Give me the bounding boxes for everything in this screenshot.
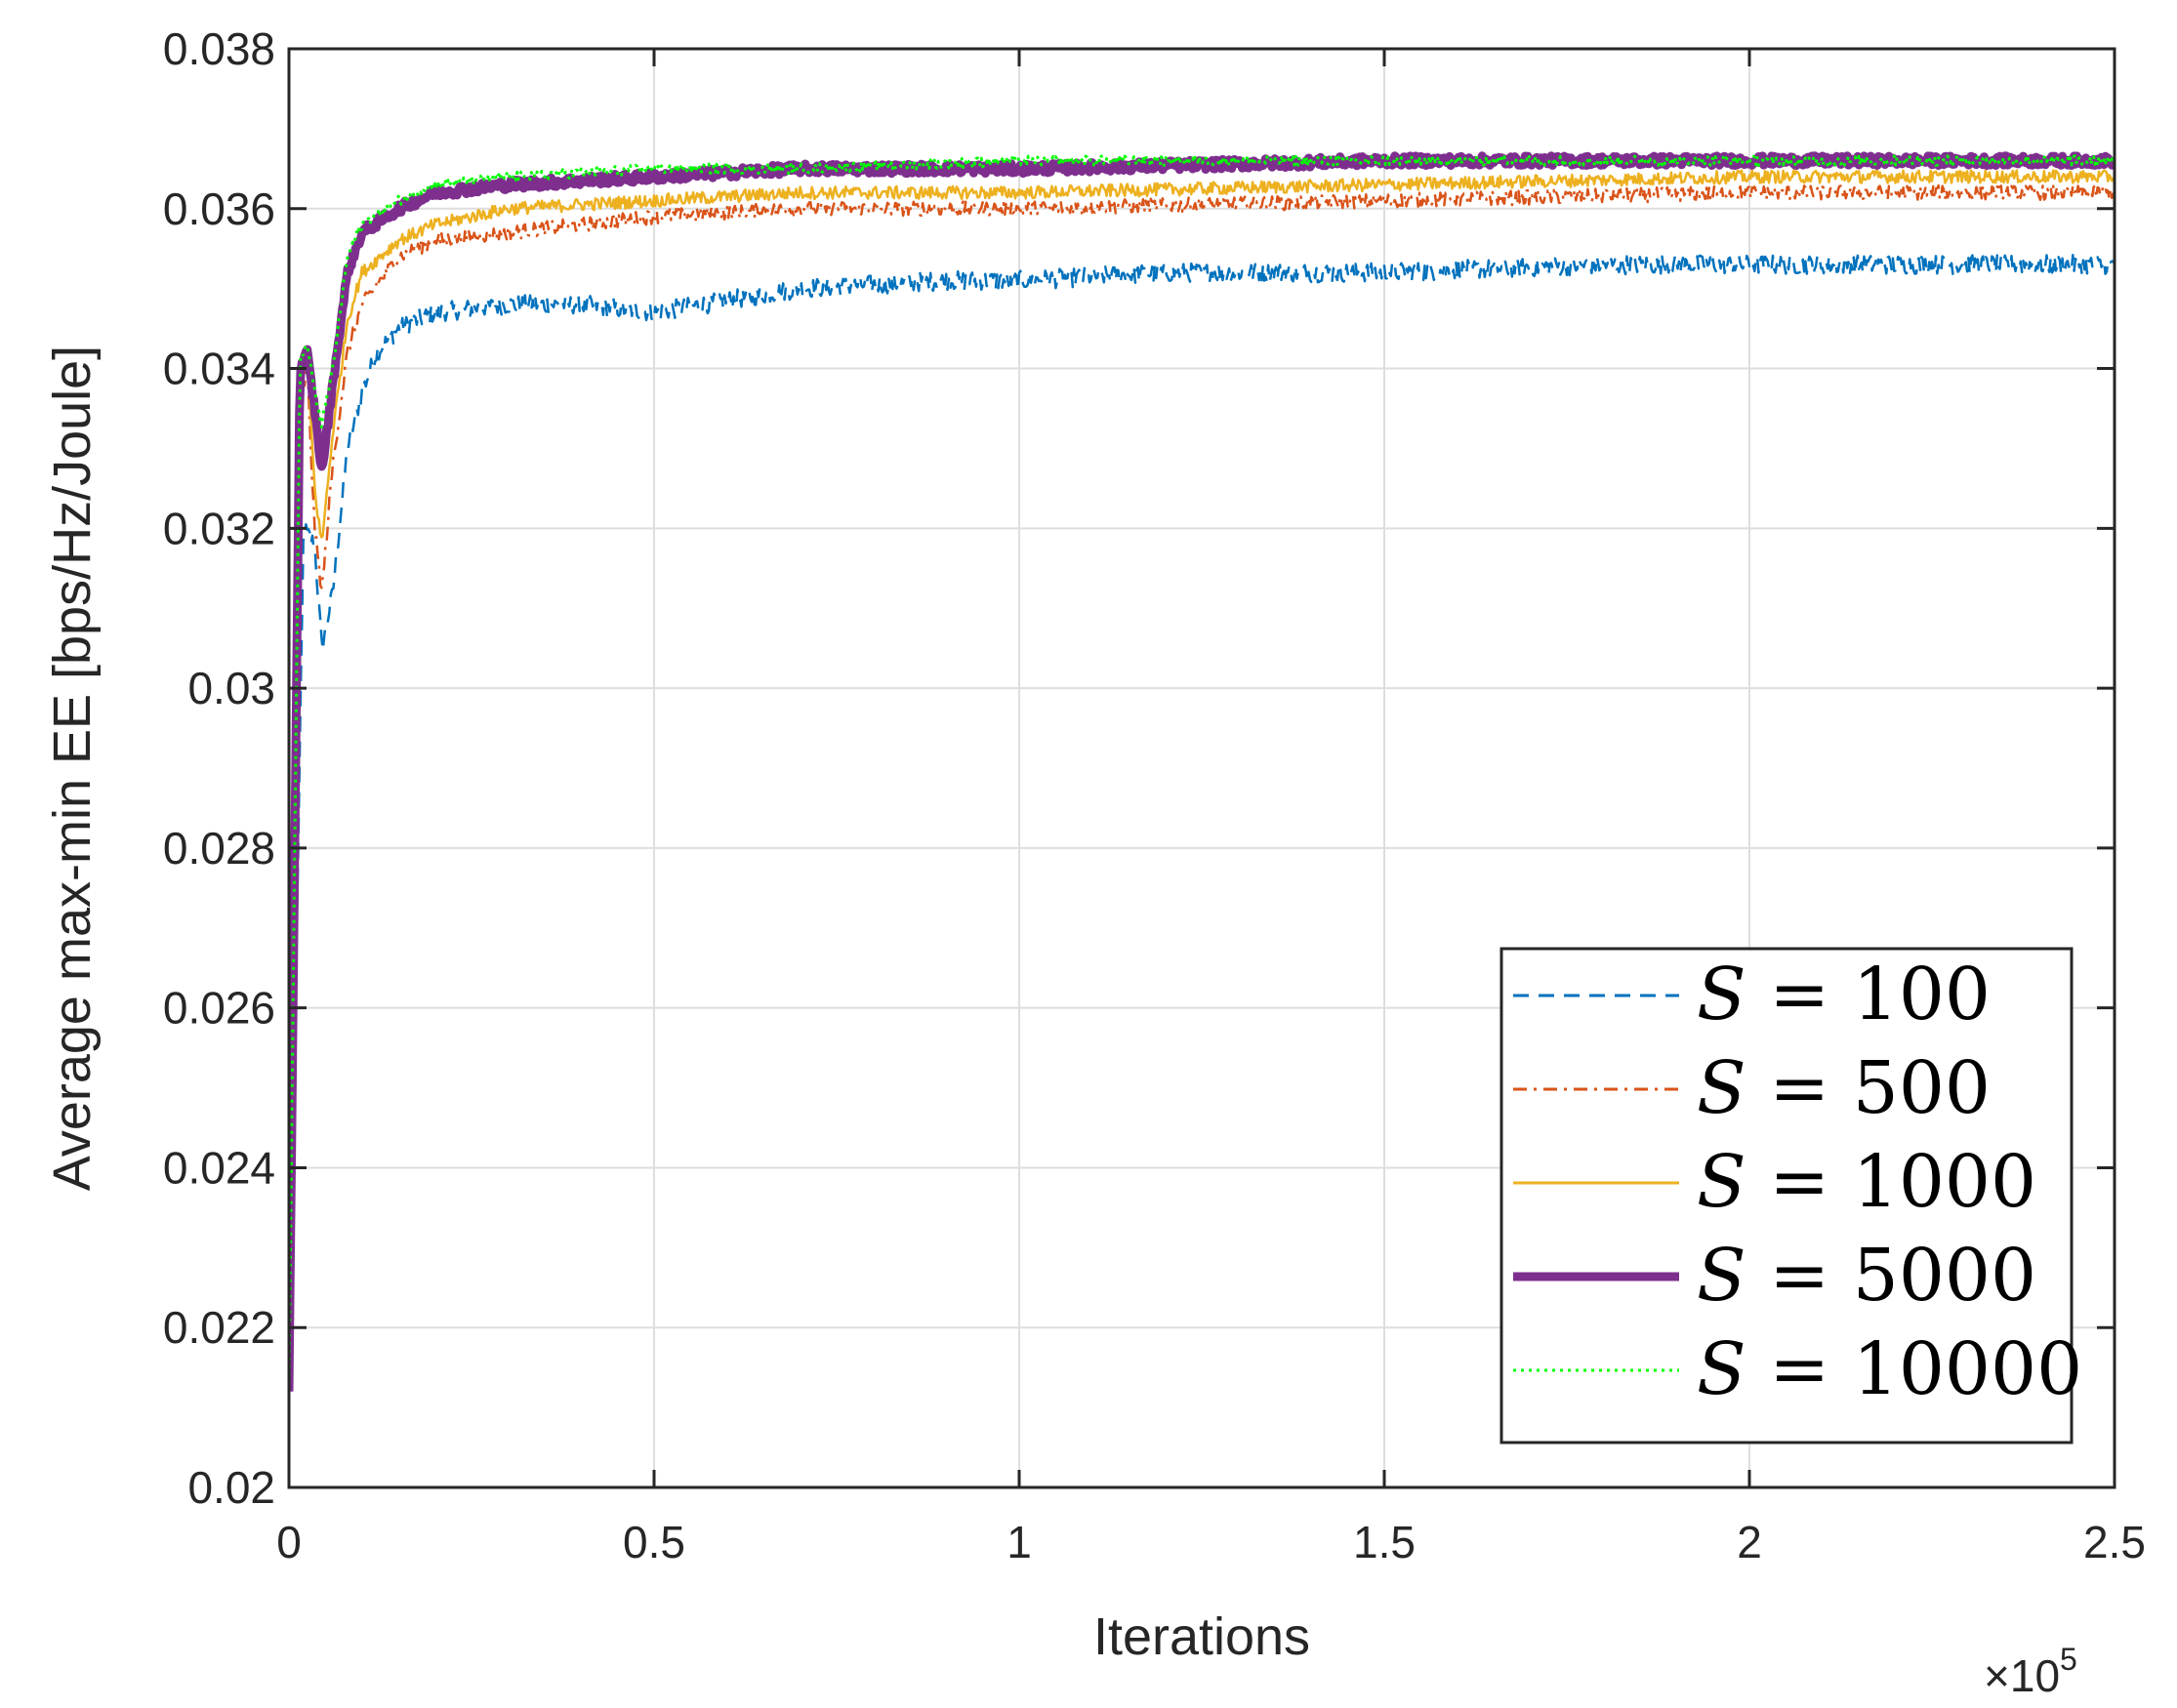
x-tick-label: 0 bbox=[276, 1517, 302, 1567]
y-tick-label: 0.032 bbox=[163, 503, 275, 553]
x-tick-label: 0.5 bbox=[623, 1517, 685, 1567]
legend-label-1: S = 100 bbox=[1697, 953, 1991, 1037]
x-tick-labels: 0 0.5 1 1.5 2 2.5 bbox=[276, 1517, 2146, 1567]
y-tick-label: 0.036 bbox=[163, 183, 275, 234]
y-tick-label: 0.024 bbox=[163, 1142, 275, 1193]
x-tick-label: 2 bbox=[1737, 1517, 1762, 1567]
series-line-5 bbox=[289, 154, 2115, 1392]
series-line-2 bbox=[289, 183, 2115, 1392]
series-layer bbox=[289, 151, 2115, 1392]
x-multiplier-exponent: 5 bbox=[2060, 1642, 2077, 1677]
y-tick-label: 0.022 bbox=[163, 1302, 275, 1353]
y-tick-label: 0.03 bbox=[187, 663, 275, 713]
y-tick-label: 0.038 bbox=[163, 23, 275, 74]
x-tick-label: 1 bbox=[1006, 1517, 1032, 1567]
x-axis-label: Iterations bbox=[1093, 1607, 1310, 1666]
x-tick-label: 1.5 bbox=[1353, 1517, 1416, 1567]
legend-box bbox=[1499, 947, 2074, 1444]
x-multiplier: ×105 bbox=[1984, 1642, 2077, 1701]
axes-box bbox=[287, 47, 2116, 1489]
x-multiplier-base: ×10 bbox=[1984, 1650, 2060, 1701]
y-tick-label: 0.034 bbox=[163, 344, 275, 394]
legend: S = 100 S = 500 S = 1000 S = 5000 S = 10000 bbox=[1499, 947, 2082, 1444]
legend-label-2: S = 500 bbox=[1697, 1046, 1991, 1130]
y-tick-label: 0.028 bbox=[163, 823, 275, 874]
legend-label-4: S = 5000 bbox=[1697, 1234, 2036, 1318]
axis-ticks bbox=[287, 47, 2116, 1489]
legend-label-3: S = 1000 bbox=[1697, 1140, 2036, 1224]
y-tick-label: 0.026 bbox=[163, 983, 275, 1034]
y-axis-label: Average max-min EE [bps/Hz/Joule] bbox=[43, 346, 102, 1191]
series-line-3 bbox=[289, 169, 2115, 1392]
y-tick-labels: 0.02 0.022 0.024 0.026 0.028 0.03 0.032 0.034 0.… bbox=[163, 23, 275, 1513]
y-tick-label: 0.02 bbox=[187, 1462, 275, 1513]
legend-label-5: S = 10000 bbox=[1697, 1327, 2082, 1411]
series-line-1 bbox=[289, 254, 2115, 1392]
x-tick-label: 2.5 bbox=[2083, 1517, 2146, 1567]
